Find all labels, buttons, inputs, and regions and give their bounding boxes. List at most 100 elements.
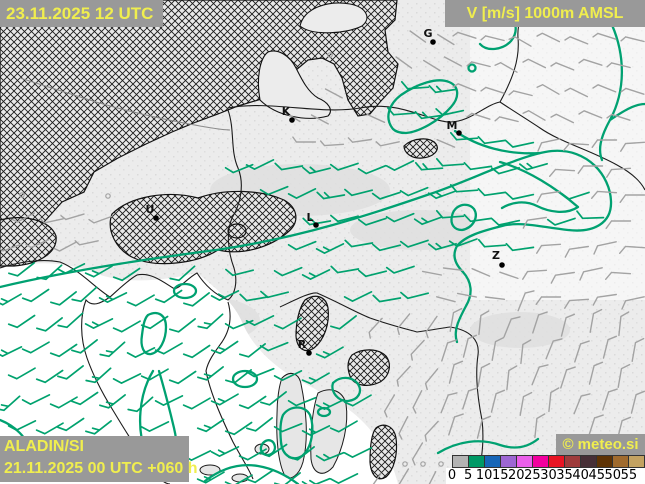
wind-barb bbox=[478, 310, 490, 336]
wind-barb bbox=[630, 390, 645, 414]
wind-barb bbox=[112, 267, 141, 282]
wind-barb bbox=[448, 360, 464, 384]
wind-barb bbox=[606, 62, 631, 69]
wind-barb bbox=[292, 136, 317, 143]
wind-barb bbox=[463, 161, 493, 171]
wind-barb bbox=[631, 337, 645, 362]
wind-barb bbox=[0, 346, 23, 357]
city-label: Z bbox=[492, 249, 500, 262]
colorbar-swatch bbox=[581, 456, 597, 467]
wind-barb bbox=[287, 396, 317, 407]
alpine-valley-pockets bbox=[257, 2, 368, 119]
wind-barb bbox=[21, 394, 51, 405]
wind-barb bbox=[618, 311, 630, 337]
wind-barb bbox=[60, 213, 85, 221]
wind-barb bbox=[366, 113, 386, 123]
wind-barb bbox=[462, 387, 478, 410]
wind-barb bbox=[588, 361, 604, 385]
wind-barb bbox=[53, 241, 77, 252]
copyright-label: © meteo.si bbox=[556, 434, 645, 456]
wind-barb bbox=[588, 414, 604, 437]
city-dot bbox=[313, 222, 319, 228]
wind-barb bbox=[532, 311, 548, 334]
wind-barb bbox=[440, 392, 458, 414]
wind-barb bbox=[435, 108, 465, 116]
wind-barb bbox=[463, 213, 493, 223]
wind-barb bbox=[413, 216, 443, 226]
wind-barb bbox=[410, 339, 425, 361]
city-dot bbox=[499, 262, 505, 268]
colorbar-tick: 25 bbox=[524, 468, 541, 483]
wind-barb bbox=[414, 110, 444, 120]
wind-barb bbox=[517, 290, 535, 312]
wind-barb bbox=[519, 391, 533, 416]
wind-barb bbox=[536, 84, 560, 95]
wind-barb bbox=[560, 366, 576, 389]
wind-barb bbox=[343, 394, 372, 407]
wind-barb bbox=[462, 334, 478, 358]
wind-barb bbox=[99, 341, 126, 358]
city-dot bbox=[306, 350, 312, 356]
wind-barb bbox=[56, 263, 86, 274]
colorbar-tick: 15 bbox=[491, 468, 509, 483]
wind-barb bbox=[560, 191, 590, 200]
wind-barb bbox=[592, 84, 617, 93]
wind-barb bbox=[88, 215, 113, 224]
wind-barb bbox=[239, 293, 269, 302]
wind-barb bbox=[435, 157, 465, 167]
wind-speed-colorbar bbox=[452, 455, 645, 468]
wind-barb bbox=[196, 471, 225, 484]
city-label: U bbox=[146, 203, 155, 216]
wind-barb bbox=[456, 292, 477, 298]
wind-barb bbox=[301, 269, 331, 280]
wind-barb bbox=[168, 370, 197, 385]
wind-barb bbox=[385, 160, 415, 171]
wind-barb bbox=[85, 420, 112, 435]
wind-barb bbox=[505, 192, 535, 200]
wind-barb bbox=[372, 243, 402, 252]
wind-barb bbox=[283, 110, 301, 123]
colorbar-swatch bbox=[517, 456, 533, 467]
wind-barb bbox=[273, 370, 303, 381]
wind-barb bbox=[484, 296, 506, 300]
wind-barb bbox=[238, 395, 267, 410]
valid-time-label: 23.11.2025 12 UTC bbox=[0, 0, 163, 27]
wind-barb bbox=[245, 469, 274, 484]
wind-barb bbox=[518, 162, 548, 171]
wind-barb bbox=[491, 218, 521, 226]
wind-barb bbox=[506, 365, 518, 391]
wind-barb bbox=[49, 343, 78, 358]
wind-barb bbox=[494, 62, 518, 73]
wind-barb bbox=[396, 365, 411, 387]
colorbar-tick: 35 bbox=[556, 468, 573, 483]
wind-barb bbox=[563, 142, 590, 151]
colorbar-swatch bbox=[549, 456, 565, 467]
colorbar-tick: 40 bbox=[572, 468, 589, 483]
wind-barb bbox=[546, 217, 576, 226]
wind-barb bbox=[182, 344, 211, 359]
wind-barb bbox=[169, 318, 196, 333]
wind-barb bbox=[448, 413, 464, 436]
wind-barb bbox=[592, 32, 617, 40]
wind-barb bbox=[564, 87, 589, 98]
wind-barb bbox=[0, 293, 22, 306]
colorbar-swatch bbox=[533, 456, 549, 467]
wind-barb bbox=[545, 338, 563, 360]
wind-barb bbox=[126, 347, 156, 358]
colorbar-tick: 30 bbox=[540, 468, 557, 483]
wind-barb bbox=[605, 271, 632, 280]
wind-barb bbox=[210, 340, 239, 355]
wind-barb bbox=[329, 162, 359, 171]
city-label: G bbox=[423, 27, 432, 40]
wind-barb bbox=[522, 216, 547, 229]
wind-barb bbox=[372, 472, 382, 484]
wind-barb bbox=[411, 442, 424, 466]
wind-barb bbox=[593, 241, 617, 255]
wind-barb bbox=[442, 267, 464, 271]
variable-label: V [m/s] 1000m AMSL bbox=[445, 0, 645, 27]
wind-barb bbox=[210, 290, 240, 301]
wind-barb bbox=[428, 84, 458, 94]
wind-barb bbox=[617, 363, 631, 388]
